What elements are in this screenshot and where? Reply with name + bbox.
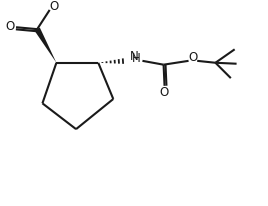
Text: O: O: [6, 20, 15, 33]
Text: O: O: [159, 86, 168, 99]
Text: H: H: [132, 52, 141, 66]
Text: O: O: [50, 0, 59, 13]
Text: O: O: [189, 52, 198, 64]
Text: N: N: [129, 49, 138, 63]
Polygon shape: [35, 28, 56, 63]
